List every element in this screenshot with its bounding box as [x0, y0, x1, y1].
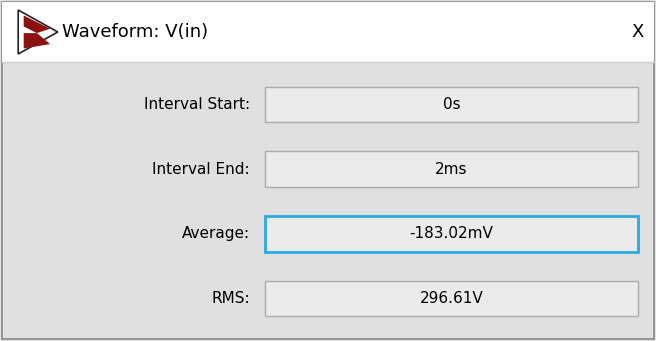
Text: -183.02mV: -183.02mV — [409, 226, 493, 241]
Text: 296.61V: 296.61V — [420, 291, 483, 306]
Text: Average:: Average: — [182, 226, 250, 241]
Polygon shape — [24, 15, 50, 48]
FancyBboxPatch shape — [2, 2, 654, 62]
FancyBboxPatch shape — [265, 87, 638, 122]
Text: 0s: 0s — [443, 97, 461, 112]
FancyBboxPatch shape — [265, 216, 638, 252]
Text: Waveform: V(in): Waveform: V(in) — [62, 23, 209, 41]
Polygon shape — [18, 10, 58, 54]
FancyBboxPatch shape — [265, 281, 638, 316]
Text: X: X — [632, 23, 644, 41]
Text: RMS:: RMS: — [211, 291, 250, 306]
FancyBboxPatch shape — [265, 151, 638, 187]
Text: 2ms: 2ms — [435, 162, 468, 177]
Text: Interval Start:: Interval Start: — [144, 97, 250, 112]
Text: Interval End:: Interval End: — [152, 162, 250, 177]
